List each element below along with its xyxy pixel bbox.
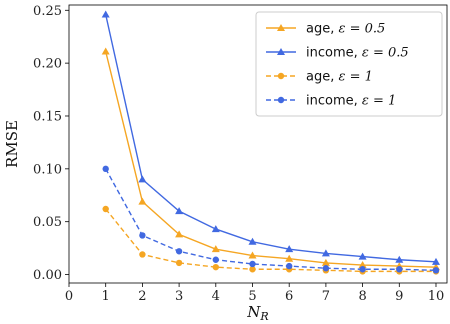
x-tick-label: 5 <box>248 289 256 304</box>
data-point <box>175 259 183 267</box>
data-point <box>175 248 183 255</box>
data-point <box>211 245 220 253</box>
y-axis-ticks: 0.00 0.05 0.10 0.15 0.20 0.25 <box>33 4 69 283</box>
legend-marker <box>277 96 285 104</box>
data-point <box>101 10 110 18</box>
legend: age, ε = 0.5 income, ε = 0.5 age, ε = 1 inc… <box>255 11 443 117</box>
legend-label: income, ε = 0.5 <box>306 46 409 61</box>
series-income-solid <box>101 10 440 265</box>
data-point <box>431 257 440 265</box>
plot-marks <box>101 10 440 275</box>
data-point <box>248 237 257 245</box>
plot-frame <box>68 4 448 284</box>
data-point <box>175 230 184 238</box>
series-line <box>105 208 436 273</box>
y-axis-label: RMSE <box>3 120 21 168</box>
x-tick-label: 2 <box>138 289 146 304</box>
data-point <box>249 260 256 268</box>
data-point <box>285 262 293 270</box>
legend-item: income, ε = 1 <box>266 94 396 109</box>
legend-label: income, ε = 1 <box>306 94 396 109</box>
data-point <box>358 252 367 260</box>
data-point <box>321 249 330 257</box>
data-point <box>139 251 146 258</box>
legend-marker <box>277 48 285 55</box>
legend-marker <box>277 72 285 80</box>
data-point <box>101 47 110 55</box>
data-point <box>138 197 147 205</box>
x-axis-label: NR <box>246 303 268 323</box>
data-point <box>211 225 220 233</box>
data-point <box>396 266 403 273</box>
series-line <box>105 168 437 272</box>
series-line <box>105 51 437 268</box>
x-tick-label: 7 <box>322 289 330 304</box>
data-point <box>322 265 330 272</box>
data-point <box>285 245 294 253</box>
y-tick-label: 0.05 <box>33 215 62 230</box>
data-point <box>175 207 184 215</box>
data-point <box>138 175 147 183</box>
x-tick-label: 4 <box>212 289 220 304</box>
data-point <box>139 232 146 239</box>
series-line <box>105 14 437 263</box>
data-point <box>102 205 109 213</box>
legend-label: age, ε = 1 <box>306 70 373 85</box>
data-point <box>285 254 294 262</box>
data-point <box>432 267 440 274</box>
data-point <box>358 261 367 269</box>
x-tick-label: 6 <box>285 289 293 304</box>
data-point <box>212 256 219 263</box>
x-axis-ticks: 0 1 2 3 4 5 6 7 8 9 10 <box>65 283 444 304</box>
data-point <box>102 165 109 173</box>
x-tick-label: 9 <box>395 289 403 304</box>
legend-box <box>255 11 443 117</box>
data-point <box>395 255 404 263</box>
data-point <box>248 251 257 259</box>
x-tick-label: 1 <box>102 289 110 304</box>
x-tick-label: 8 <box>358 289 366 304</box>
y-tick-label: 0.00 <box>33 268 62 283</box>
y-tick-label: 0.10 <box>33 162 62 177</box>
x-tick-label: 3 <box>175 289 183 304</box>
legend-marker <box>277 24 285 31</box>
series-age-dashed <box>102 205 440 275</box>
legend-item: age, ε = 1 <box>266 70 373 85</box>
data-point <box>359 266 366 273</box>
data-point <box>249 266 256 273</box>
legend-item: income, ε = 0.5 <box>266 46 409 61</box>
y-tick-label: 0.20 <box>33 57 62 72</box>
data-point <box>212 263 219 271</box>
y-tick-label: 0.15 <box>33 109 62 124</box>
y-tick-label: 0.25 <box>33 4 62 19</box>
series-income-dashed <box>102 165 440 274</box>
legend-label: age, ε = 0.5 <box>306 22 385 37</box>
x-tick-label: 10 <box>428 289 445 304</box>
x-tick-label: 0 <box>65 289 73 304</box>
data-point <box>321 258 330 266</box>
legend-item: age, ε = 0.5 <box>266 22 385 37</box>
